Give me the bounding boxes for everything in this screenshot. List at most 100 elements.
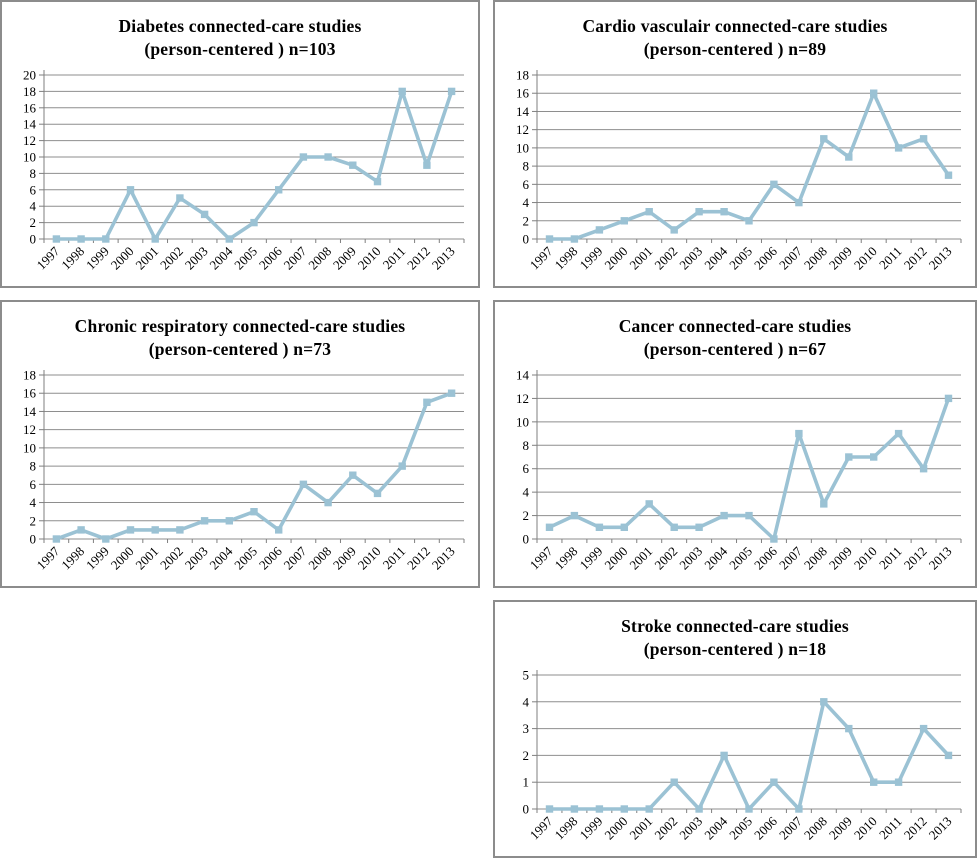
data-point-marker: [200, 517, 209, 525]
y-tick-label: 4: [523, 485, 530, 500]
chart-cancer-plot: 0246810121419971998199920002001200220032…: [516, 368, 962, 573]
x-tick-label: 1999: [577, 814, 606, 843]
data-point-marker: [645, 208, 653, 216]
data-point-marker: [102, 535, 110, 543]
x-tick-label: 1997: [527, 543, 556, 572]
y-tick-label: 0: [30, 232, 37, 247]
data-point-marker: [894, 144, 903, 152]
y-tick-label: 4: [523, 694, 530, 709]
data-point-marker: [870, 89, 878, 97]
x-tick-label: 2008: [801, 814, 830, 843]
chart-title-block: Stroke connected-care studies (person-ce…: [495, 602, 975, 666]
y-tick-label: 8: [523, 159, 530, 174]
data-point-marker: [299, 480, 308, 488]
x-tick-label: 2010: [851, 544, 880, 573]
x-tick-label: 2013: [926, 544, 955, 573]
data-point-marker: [126, 186, 135, 194]
x-tick-label: 2000: [601, 814, 630, 843]
x-tick-label: 2001: [626, 244, 655, 273]
chart-title-block: Chronic respiratory connected-care studi…: [2, 302, 478, 366]
x-tick-label: 2012: [901, 244, 930, 273]
x-tick-label: 2010: [851, 244, 880, 273]
chart-title-block: Diabetes connected-care studies (person-…: [2, 2, 478, 66]
y-tick-label: 8: [30, 166, 37, 181]
data-point-marker: [820, 698, 828, 706]
data-point-marker: [870, 778, 878, 786]
y-tick-label: 8: [30, 459, 37, 474]
y-tick-label: 10: [516, 414, 529, 429]
data-point-marker: [720, 208, 728, 216]
x-tick-label: 2003: [182, 544, 211, 573]
y-tick-label: 18: [516, 68, 529, 83]
x-tick-label: 2005: [231, 244, 260, 273]
y-tick-label: 10: [23, 440, 36, 455]
data-point-marker: [620, 805, 628, 813]
y-tick-label: 0: [523, 232, 530, 247]
data-point-marker: [447, 87, 456, 96]
y-tick-label: 6: [30, 477, 37, 492]
data-point-marker: [770, 535, 778, 543]
data-point-marker: [275, 186, 283, 194]
y-tick-label: 0: [523, 802, 530, 817]
y-tick-label: 18: [23, 84, 36, 99]
chart-subtitle: (person-centered ) n=103: [144, 38, 336, 59]
data-point-marker: [919, 465, 928, 473]
data-point-marker: [944, 394, 953, 403]
data-point-marker: [77, 235, 85, 243]
x-tick-label: 2012: [901, 814, 930, 843]
y-tick-label: 18: [23, 368, 36, 383]
x-tick-label: 2000: [108, 244, 137, 273]
chart-cardiovascular: Cardio vasculair connected-care studies …: [493, 0, 977, 288]
data-point-marker: [349, 161, 357, 169]
x-tick-label: 2011: [380, 544, 409, 573]
data-point-marker: [894, 429, 903, 438]
data-point-marker: [398, 462, 406, 470]
x-tick-label: 1999: [577, 244, 606, 273]
data-point-marker: [845, 724, 853, 733]
data-point-marker: [176, 194, 184, 202]
x-tick-label: 1997: [34, 543, 63, 572]
data-point-marker: [944, 751, 953, 760]
y-tick-label: 20: [23, 68, 36, 83]
x-tick-label: 2013: [926, 814, 955, 843]
chart-cancer: Cancer connected-care studies (person-ce…: [493, 300, 977, 588]
x-tick-label: 2006: [256, 243, 285, 272]
data-point-marker: [324, 153, 332, 161]
data-point-marker: [570, 805, 579, 813]
data-point-marker: [795, 198, 803, 207]
y-tick-label: 6: [30, 182, 37, 197]
data-point-marker: [919, 135, 928, 143]
data-point-marker: [795, 429, 803, 438]
data-point-marker: [894, 778, 903, 786]
x-tick-label: 1998: [552, 814, 581, 843]
data-point-marker: [299, 153, 308, 161]
x-tick-label: 2010: [355, 544, 384, 573]
chart-title: Diabetes connected-care studies: [118, 16, 362, 36]
x-tick-label: 2005: [231, 544, 260, 573]
data-point-marker: [225, 517, 233, 525]
data-point-marker: [349, 471, 357, 479]
data-point-marker: [745, 511, 753, 520]
data-point-marker: [324, 498, 332, 507]
x-tick-label: 2006: [751, 813, 780, 842]
y-tick-label: 1: [523, 775, 530, 790]
data-point-marker: [570, 235, 579, 243]
data-point-marker: [845, 453, 853, 461]
data-point-marker: [595, 226, 604, 234]
data-point-marker: [695, 805, 703, 813]
y-tick-label: 14: [516, 104, 530, 119]
chart-diabetes-plot: 0246810121416182019971998199920002001200…: [23, 68, 465, 273]
y-tick-label: 12: [516, 122, 529, 137]
x-tick-label: 2001: [626, 544, 655, 573]
x-tick-label: 2005: [726, 814, 755, 843]
y-tick-label: 2: [523, 748, 530, 763]
y-tick-label: 5: [523, 668, 530, 683]
chart-title: Cardio vasculair connected-care studies: [582, 16, 888, 36]
data-point-marker: [695, 208, 703, 216]
x-tick-label: 2002: [157, 244, 186, 273]
data-point-marker: [620, 523, 628, 531]
data-point-marker: [225, 235, 233, 243]
x-tick-label: 2003: [182, 244, 211, 273]
y-tick-label: 8: [523, 438, 530, 453]
x-tick-label: 1998: [58, 544, 87, 573]
